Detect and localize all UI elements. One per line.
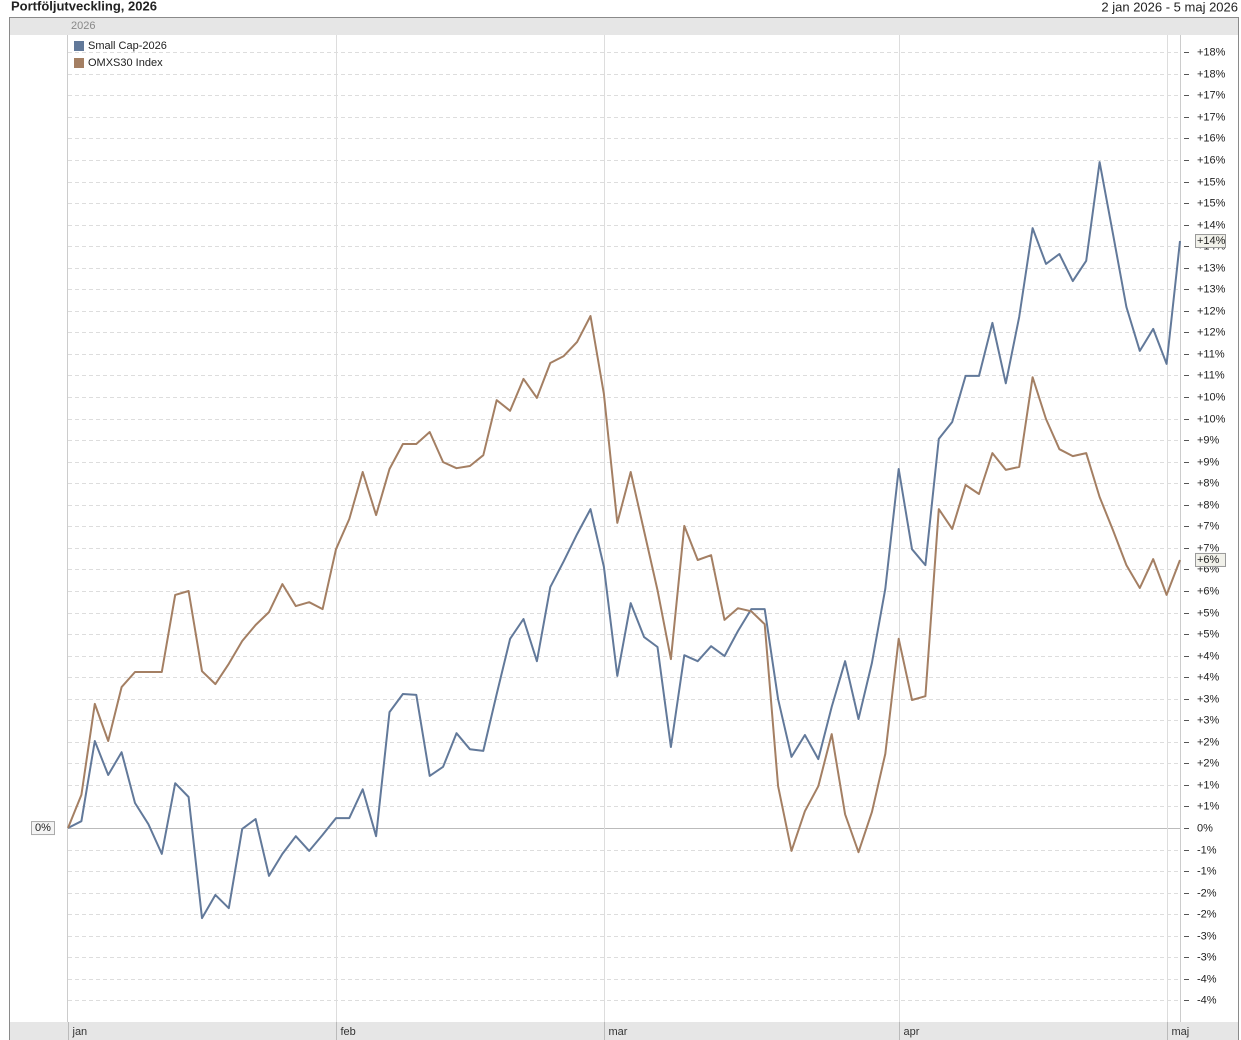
period-label: 2026 (71, 20, 95, 32)
y-tick-label: +5% (1197, 607, 1220, 619)
y-tick-label: +12% (1197, 326, 1226, 338)
y-tick-label: +10% (1197, 413, 1226, 425)
y-tick-label: -1% (1197, 844, 1217, 856)
y-tick-label: +17% (1197, 89, 1226, 101)
baseline-label-box (31, 821, 55, 836)
y-tick-label: +18% (1197, 68, 1226, 80)
x-tick-label: feb (341, 1026, 356, 1038)
x-tick-label: jan (72, 1026, 88, 1038)
y-tick-label: +3% (1197, 693, 1220, 705)
end-label: +14% (1197, 235, 1226, 247)
y-tick-label: +15% (1197, 197, 1226, 209)
end-label: +6% (1197, 554, 1220, 566)
x-tick-label: maj (1172, 1026, 1190, 1038)
chart-frame (9, 17, 1239, 1040)
y-tick-label: +8% (1197, 477, 1220, 489)
y-tick-label: +9% (1197, 456, 1220, 468)
y-tick-label: +4% (1197, 671, 1220, 683)
legend-label: Small Cap-2026 (88, 40, 167, 52)
y-tick-label: +2% (1197, 736, 1220, 748)
y-tick-label: -3% (1197, 930, 1217, 942)
y-tick-label: +12% (1197, 305, 1226, 317)
bottom-bar (10, 1022, 1238, 1040)
end-label-box (1195, 552, 1226, 567)
y-tick-label: +13% (1197, 262, 1226, 274)
y-tick-label: 0% (1197, 822, 1213, 834)
y-tick-label: +16% (1197, 154, 1226, 166)
series-line (67, 161, 1181, 920)
y-tick-label: +9% (1197, 434, 1220, 446)
y-tick-label: +2% (1197, 757, 1220, 769)
y-tick-label: +5% (1197, 628, 1220, 640)
y-tick-label: -4% (1197, 994, 1217, 1006)
y-tick-label: +13% (1197, 283, 1226, 295)
top-bar (10, 18, 1238, 35)
legend-swatch (74, 41, 84, 51)
legend-swatch (74, 58, 84, 68)
chart-title: Portföljutveckling, 2026 (11, 0, 157, 13)
y-tick-label: +18% (1197, 46, 1226, 58)
y-tick-label: +11% (1197, 369, 1225, 381)
y-tick-label: +14% (1197, 219, 1226, 231)
y-tick-label: +16% (1197, 132, 1226, 144)
y-tick-label: +11% (1197, 348, 1225, 360)
end-label-box (1195, 234, 1226, 249)
y-tick-label: +17% (1197, 111, 1226, 123)
legend: Small Cap-2026 OMXS30 Index (74, 40, 167, 69)
y-tick-label: +1% (1197, 800, 1220, 812)
y-tick-label: +4% (1197, 650, 1220, 662)
date-range: 2 jan 2026 - 5 maj 2026 (1101, 0, 1238, 14)
plot: +14% +6% (67, 161, 1226, 920)
y-tick-label: +6% (1197, 585, 1220, 597)
baseline-label: 0% (35, 822, 51, 834)
y-tick-label: -2% (1197, 887, 1217, 899)
y-tick-label: +7% (1197, 542, 1220, 554)
y-tick-label: +1% (1197, 779, 1220, 791)
series-line (67, 315, 1181, 854)
y-tick-label: +15% (1197, 176, 1226, 188)
y-tick-label: -1% (1197, 865, 1217, 877)
y-tick-label: +3% (1197, 714, 1220, 726)
x-tick-label: mar (609, 1026, 628, 1038)
x-tick-label: apr (904, 1026, 920, 1038)
y-tick-label: +7% (1197, 520, 1220, 532)
y-tick-label: +8% (1197, 499, 1220, 511)
legend-label: OMXS30 Index (88, 57, 163, 69)
y-tick-label: +10% (1197, 391, 1226, 403)
y-tick-label: -4% (1197, 973, 1217, 985)
y-tick-label: -3% (1197, 951, 1217, 963)
y-tick-label: -2% (1197, 908, 1217, 920)
